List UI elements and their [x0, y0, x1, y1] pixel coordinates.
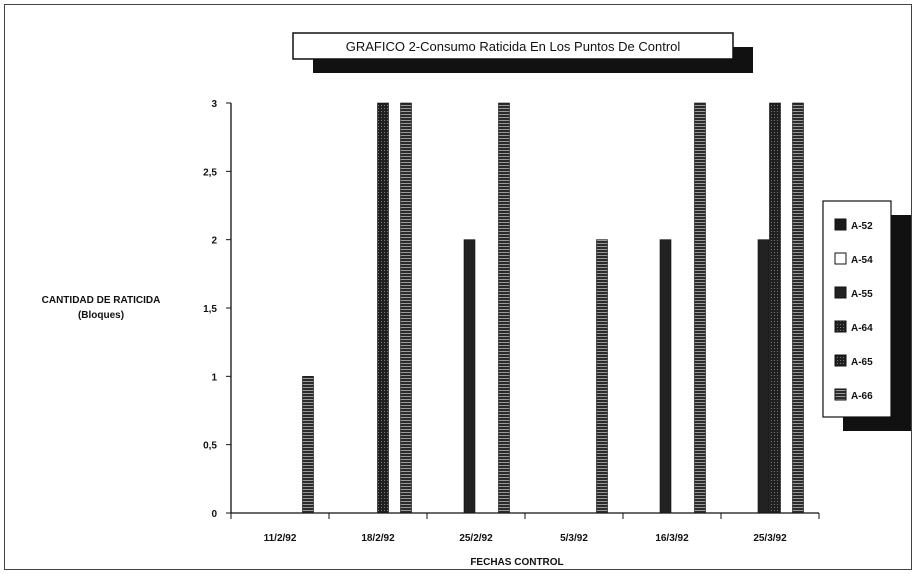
bar-a-66-2 — [498, 102, 510, 514]
bar-a-66-0 — [302, 376, 314, 514]
title-box — [292, 32, 734, 60]
x-tick-label: 5/3/92 — [560, 533, 588, 544]
y-tick-label: 0 — [211, 509, 217, 520]
legend-swatch-a-66 — [834, 388, 847, 401]
x-tick-label: 18/2/92 — [361, 533, 395, 544]
bar-a-55-5 — [757, 239, 770, 514]
legend-label-a-55: A-55 — [851, 289, 873, 300]
y-tick-label: 3 — [211, 99, 217, 110]
legend: A-52 A-54 A-55 A-64 A-65 A-66 — [834, 218, 873, 402]
y-tick-label: 2,5 — [203, 167, 217, 178]
y-axis-title-line2: (Bloques) — [78, 310, 124, 321]
bar-a-66-1 — [400, 102, 412, 514]
legend-swatch-a-52 — [834, 218, 847, 231]
legend-swatch-a-54 — [834, 252, 847, 265]
y-axis-title-line1: CANTIDAD DE RATICIDA — [42, 295, 161, 306]
chart-title: GRAFICO 2-Consumo Raticida En Los Puntos… — [346, 39, 681, 54]
legend-label-a-65: A-65 — [851, 357, 873, 368]
bar-a-55-2 — [463, 239, 476, 514]
chart-canvas: GRAFICO 2-Consumo Raticida En Los Puntos… — [42, 32, 911, 568]
legend-swatch-a-64 — [834, 320, 847, 333]
legend-label-a-52: A-52 — [851, 221, 873, 232]
y-tick-label: 2 — [211, 236, 217, 247]
y-tick-label: 1 — [211, 372, 217, 383]
x-tick-label: 16/3/92 — [655, 533, 689, 544]
axes: 0 0,5 1 1,5 2 2,5 3 11/2/92 18/2/92 25/2/92 5/3/92… — [203, 99, 820, 544]
bar-a-64-5 — [769, 102, 781, 514]
legend-box — [822, 200, 892, 418]
legend-label-a-66: A-66 — [851, 391, 873, 402]
x-tick-label: 25/3/92 — [753, 533, 787, 544]
x-tick-label: 11/2/92 — [264, 533, 297, 544]
bar-a-55-4 — [659, 239, 672, 514]
legend-label-a-54: A-54 — [851, 255, 873, 266]
bar-a-66-4 — [694, 102, 706, 514]
x-tick-label: 25/2/92 — [459, 533, 493, 544]
legend-swatch-a-65 — [834, 354, 847, 367]
legend-label-a-64: A-64 — [851, 323, 873, 334]
chart-frame: GRAFICO 2-Consumo Raticida En Los Puntos… — [4, 4, 912, 570]
bars — [302, 102, 804, 514]
y-tick-label: 1,5 — [203, 304, 217, 315]
y-tick-label: 0,5 — [203, 441, 217, 452]
bar-a-66-3 — [596, 239, 608, 514]
legend-swatch-a-55 — [834, 286, 847, 299]
bar-a-66-5 — [792, 102, 804, 514]
bar-a-64-1 — [377, 102, 389, 514]
x-axis-title: FECHAS CONTROL — [470, 557, 563, 568]
